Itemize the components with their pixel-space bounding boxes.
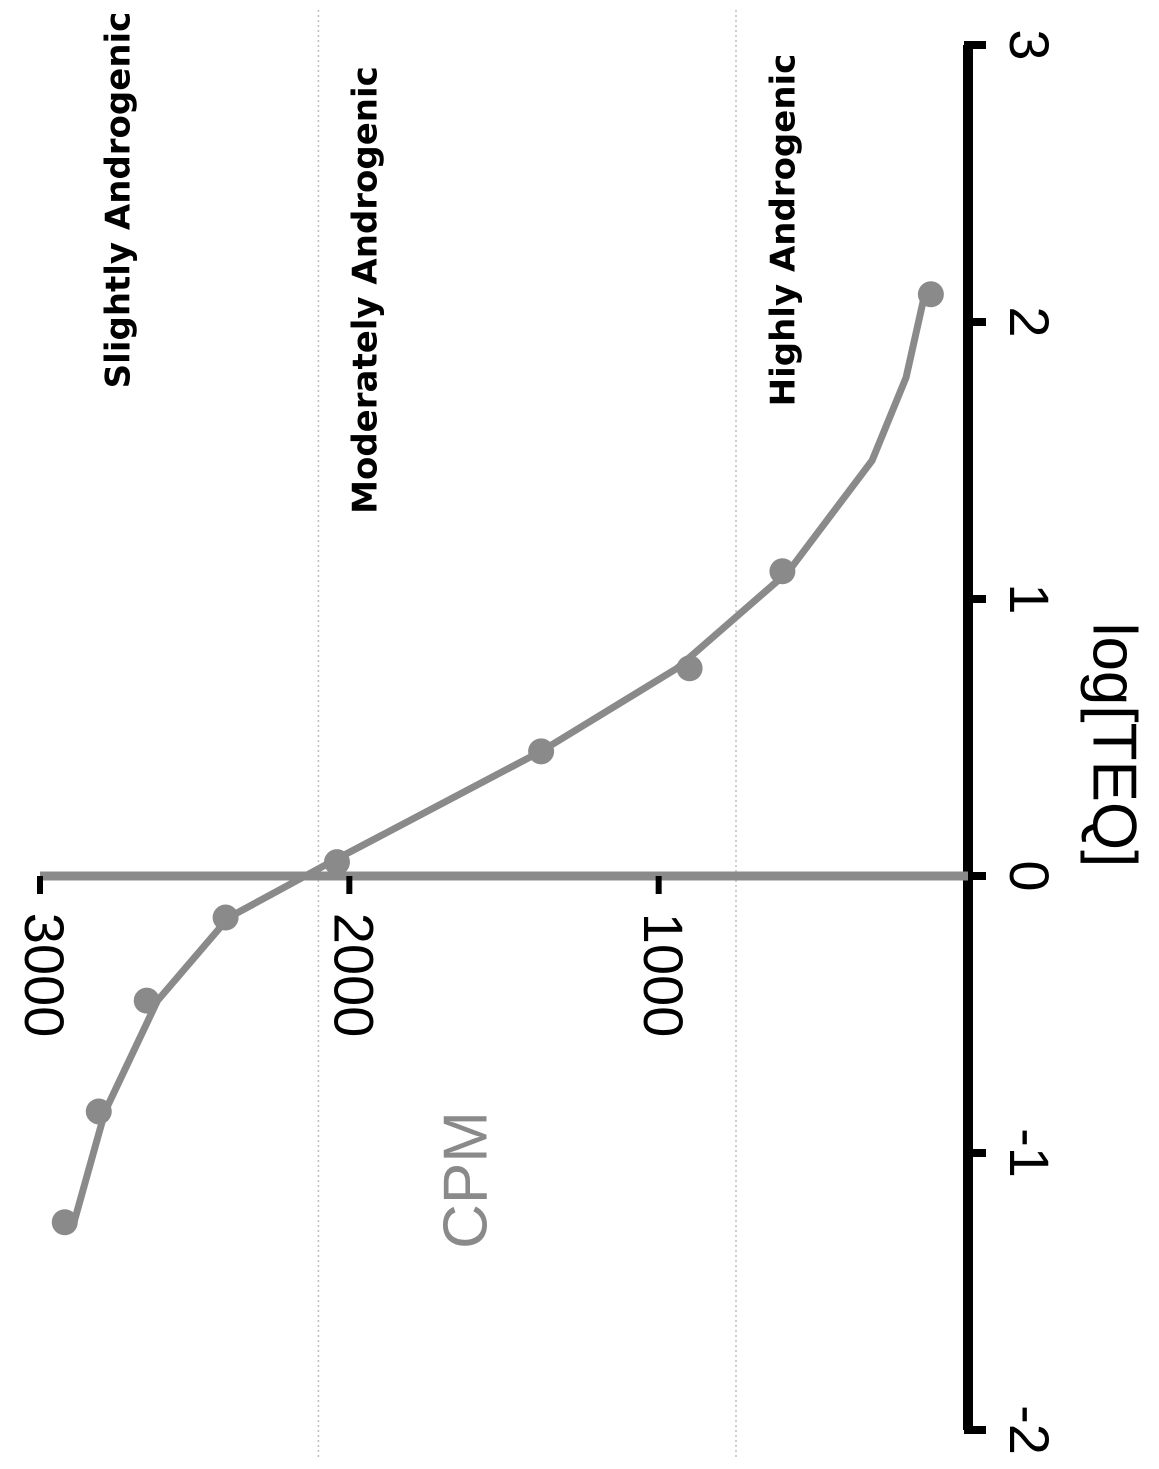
data-point xyxy=(917,281,944,308)
y-axis-title: CPM xyxy=(431,1111,500,1249)
data-points xyxy=(51,281,944,1236)
plot-area: -2 -1 0 1 2 3 1000 2000 3000 log[TEQ] CPM Slightly… xyxy=(13,10,1149,1460)
y-tick-label: 1000 xyxy=(632,913,695,1038)
x-tick-label: 3 xyxy=(998,29,1061,60)
y-tick-label: 2000 xyxy=(323,913,386,1038)
reference-lines xyxy=(317,10,737,1460)
data-point xyxy=(323,849,350,876)
region-label: Slightly Androgenic xyxy=(99,12,139,389)
data-point xyxy=(528,738,555,765)
x-tick-label: -1 xyxy=(998,1128,1061,1178)
data-point xyxy=(212,904,239,931)
axes xyxy=(37,41,986,1434)
text-labels: log[TEQ] CPM Slightly Androgenic Moderately… xyxy=(99,12,1149,1249)
data-point xyxy=(676,655,703,682)
fit-curve xyxy=(70,290,929,1226)
x-tick-label: -2 xyxy=(998,1405,1061,1455)
region-label: Highly Androgenic xyxy=(764,54,804,407)
fit-curve-layer xyxy=(70,290,929,1226)
x-tick-label: 2 xyxy=(998,306,1061,337)
data-point xyxy=(769,558,796,585)
data-point xyxy=(85,1098,112,1125)
x-axis-title: log[TEQ] xyxy=(1080,623,1149,868)
y-tick-label: 3000 xyxy=(13,913,76,1038)
x-tick-label: 0 xyxy=(998,860,1061,891)
tick-labels: -2 -1 0 1 2 3 1000 2000 3000 xyxy=(13,29,1061,1454)
data-point xyxy=(51,1209,78,1236)
x-tick-label: 1 xyxy=(998,583,1061,614)
data-point xyxy=(133,987,160,1014)
region-label: Moderately Androgenic xyxy=(346,66,386,514)
